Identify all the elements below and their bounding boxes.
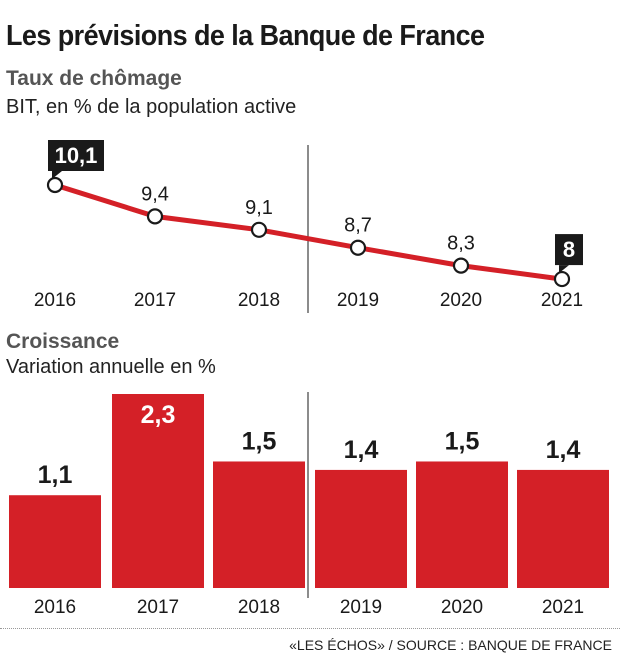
data-point — [46, 176, 64, 194]
unemployment-title: Taux de chômage — [6, 67, 182, 90]
data-point — [452, 257, 470, 274]
bar — [213, 461, 305, 588]
x-tick-label: 2021 — [541, 290, 583, 311]
x-tick-label: 2019 — [340, 597, 382, 618]
x-tick-label: 2021 — [542, 597, 584, 618]
x-tick-label: 2018 — [238, 597, 280, 618]
data-point — [349, 239, 367, 256]
data-point — [250, 221, 268, 238]
footer-divider — [0, 628, 620, 629]
source-note: «LES ÉCHOS» / SOURCE : BANQUE DE FRANCE — [289, 637, 612, 653]
growth-title: Croissance — [6, 330, 120, 353]
x-tick-label: 2019 — [337, 290, 379, 311]
bar — [112, 394, 204, 588]
x-tick-label: 2017 — [137, 597, 179, 618]
data-label-box — [48, 140, 104, 171]
data-label: 8 — [563, 237, 575, 262]
data-point — [146, 208, 164, 225]
bar — [315, 469, 407, 588]
x-tick-label: 2017 — [134, 290, 176, 311]
unemployment-line — [54, 182, 563, 282]
chart-title: Les prévisions de la Banque de France — [6, 20, 485, 52]
x-tick-label: 2016 — [34, 290, 76, 311]
bar-value-label: 1,5 — [445, 427, 480, 455]
data-label-box — [555, 234, 583, 266]
bar-value-label: 1,4 — [546, 436, 581, 464]
bar-value-label: 1,5 — [242, 427, 277, 455]
x-tick-label: 2020 — [441, 597, 483, 618]
data-label: 9,1 — [245, 197, 273, 219]
data-label: 9,4 — [141, 183, 169, 205]
x-tick-label: 2020 — [440, 290, 482, 311]
data-label: 8,3 — [447, 233, 475, 255]
bar — [416, 461, 508, 588]
growth-subtitle: Variation annuelle en % — [6, 356, 216, 378]
bar-value-label: 1,4 — [344, 436, 379, 464]
bar-value-label: 1,1 — [38, 461, 73, 489]
x-tick-label: 2016 — [34, 597, 76, 618]
bar-value-label: 2,3 — [141, 401, 176, 429]
data-label: 8,7 — [344, 215, 372, 237]
bar — [9, 495, 101, 588]
bar — [517, 469, 609, 588]
x-tick-label: 2018 — [238, 290, 280, 311]
data-label: 10,1 — [55, 143, 98, 168]
data-point — [553, 270, 571, 288]
unemployment-subtitle: BIT, en % de la population active — [6, 96, 297, 118]
